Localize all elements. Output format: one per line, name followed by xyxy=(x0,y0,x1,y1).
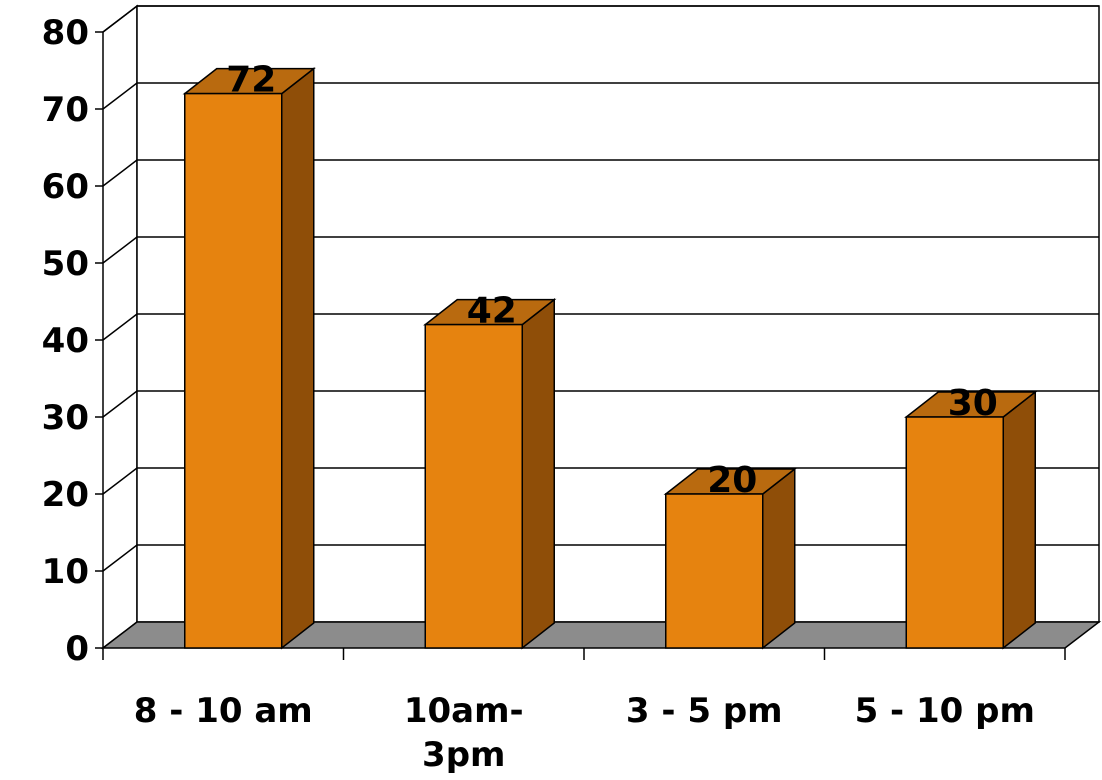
bar xyxy=(663,467,797,650)
bar xyxy=(182,67,316,650)
y-tick-label: 50 xyxy=(42,244,89,284)
bar-front xyxy=(424,323,523,649)
x-category-label-line: 3 - 5 pm xyxy=(626,691,783,731)
y-tick-label: 0 xyxy=(65,629,89,669)
x-axis xyxy=(95,31,1066,660)
y-tick-label: 10 xyxy=(42,552,89,592)
gridline xyxy=(102,313,1099,341)
data-label: 20 xyxy=(707,460,757,501)
bar-side xyxy=(521,298,555,650)
x-category-label-line: 5 - 10 pm xyxy=(855,691,1035,731)
data-label: 30 xyxy=(948,383,998,424)
x-category-label-line: 3pm xyxy=(422,735,505,775)
bar-side xyxy=(281,67,315,650)
x-category-label: 3 - 5 pm xyxy=(626,691,783,731)
data-label: 42 xyxy=(467,291,517,332)
y-tick-label: 40 xyxy=(42,321,89,361)
y-tick-label: 80 xyxy=(42,13,89,53)
gridline xyxy=(102,467,1099,495)
x-category-labels: 8 - 10 am 10am-3pm 3 - 5 pm 5 - 10 pm xyxy=(134,691,1035,775)
x-category-label-line: 10am- xyxy=(404,691,524,731)
gridline xyxy=(102,390,1099,418)
bar-front xyxy=(184,92,283,649)
x-category-label: 5 - 10 pm xyxy=(855,691,1035,731)
data-labels: 72 42 20 30 xyxy=(226,60,998,501)
gridline xyxy=(102,82,1099,110)
x-category-label-line: 8 - 10 am xyxy=(134,691,313,731)
gridline xyxy=(102,236,1099,264)
y-tick-labels: 0 10 20 30 40 50 60 70 80 xyxy=(42,13,89,669)
x-category-label: 8 - 10 am xyxy=(134,691,313,731)
bar-side xyxy=(762,467,796,650)
y-tick-label: 70 xyxy=(42,90,89,130)
bar xyxy=(423,298,557,650)
x-category-label: 10am-3pm xyxy=(404,691,524,775)
bar xyxy=(904,390,1038,650)
bar-side xyxy=(1002,390,1036,650)
bar-front xyxy=(665,493,764,649)
data-label: 72 xyxy=(226,60,276,101)
gridline xyxy=(102,159,1099,187)
y-tick-label: 30 xyxy=(42,398,89,438)
y-tick-label: 20 xyxy=(42,475,89,515)
y-tick-label: 60 xyxy=(42,167,89,207)
bars xyxy=(182,67,1038,650)
gridline xyxy=(102,5,1099,33)
bar-front xyxy=(905,416,1004,649)
